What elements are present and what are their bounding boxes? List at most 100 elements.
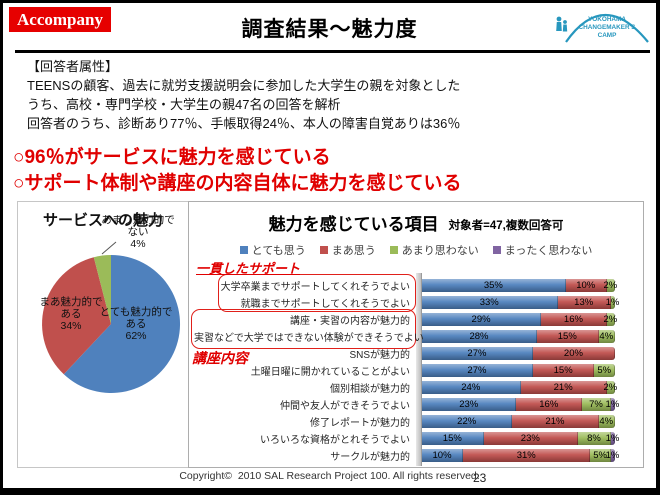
pie-chart: とても魅力的で ある 62% まあ魅力的で ある 34% あまり魅力的で ない 4% サービスへ… [17,201,189,468]
bar-category-label: いろいろな資格がとれそうでよい [260,435,410,446]
copyright-text: Copyright© 2010 SAL Research Project 100… [179,470,480,482]
bar-value-label: 16% [563,314,583,325]
legend-item: とても思う [239,242,306,258]
bar-row: SNSが魅力的 27% 20% [194,345,638,362]
bar-value-label: 5% [593,450,607,461]
bar-track: 29% 16% 2% [422,313,618,326]
bridge-arc-icon [565,14,649,43]
changemakers-camp-logo: YOKOHAMA CHANGEMAKER'S CAMP [552,4,652,48]
bar-value-label: 31% [516,450,536,461]
pie-leader-line [101,241,117,255]
bar-segment-strongly-agree: 28% [422,330,537,343]
bar-row: サークルが魅力的 10% 31% 5% 1% [194,447,638,464]
pie-slice-label: まあ魅力的で ある 34% [39,296,103,332]
bar-row: 仲間や友人ができそうでよい 23% 16% 7% 1% [194,396,638,413]
legend-item: まったく思わない [492,242,592,258]
camp-logo-graphic: YOKOHAMA CHANGEMAKER'S CAMP [556,14,649,43]
bar-value-label: 10% [432,450,452,461]
bar-segment-strongly-agree: 15% [422,432,484,445]
bar-category-label: 個別相談が魅力的 [330,384,410,395]
bar-segment-not-really: 5% [590,449,611,462]
bar-segment-not-really: 7% [582,398,611,411]
bar-segment-strongly-agree: 23% [422,398,517,411]
bar-value-label: 15% [553,365,573,376]
bar-row: 個別相談が魅力的 24% 21% 2% [194,379,638,396]
bar-row: 大学卒業までサポートしてくれそうでよい 35% 10% 2% [194,277,638,294]
bar-category-label: 講座・実習の内容が魅力的 [290,316,410,327]
bar-segment-somewhat-agree: 10% [565,279,607,292]
bar-value-label: 8% [587,433,601,444]
legend-item: あまり思わない [389,242,479,258]
pie-slice-2 [93,255,111,324]
key-findings: ○96％がサービスに魅力を感じている ○サポート体制や講座の内容自体に魅力を感じ… [13,145,461,197]
attributes-line: TEENSの顧客、過去に就労支援説明会に参加した大学生の親を対象とした [27,78,461,93]
bar-category-label: 修了レポートが魅力的 [310,418,410,429]
bar-segment-not-really: 1% [606,296,619,309]
bar-value-label: 1% [605,297,620,308]
bar-segment-strongly-agree: 24% [422,381,521,394]
bar-segment-not-at-all: 1% [606,432,619,445]
bar-track: 22% 21% 4% [422,415,615,428]
annotation-consistent-support: 一貫したサポート [196,261,301,276]
bar-value-label: 7% [589,399,603,410]
bar-category-label: サークルが魅力的 [330,452,410,463]
bar-segment-strongly-agree: 22% [422,415,513,428]
bar-segment-not-at-all: 1% [606,398,619,411]
bar-track: 27% 15% 5% [422,364,615,377]
bar-value-label: 1% [605,433,620,444]
bar-chart-header: 魅力を感じている項目 対象者=47,複数回答可 [189,210,643,235]
bar-segment-not-really: 4% [598,330,615,343]
brand-name: Accompany [17,9,103,29]
bar-segment-not-really: 5% [594,364,615,377]
people-icon [556,16,568,32]
bar-segment-strongly-agree: 29% [422,313,542,326]
bar-value-label: 4% [599,331,614,342]
footer: Copyright© 2010 SAL Research Project 100… [3,470,656,488]
bar-track: 35% 10% 2% [422,279,617,292]
bar-segment-not-really: 2% [603,313,618,326]
bar-value-label: 23% [520,433,540,444]
pie-chart-title: サービスへの魅力 [42,212,163,229]
bar-segment-not-at-all: 1% [606,449,619,462]
pie-slice-label: あまり魅力的で ない 4% [101,214,175,250]
bar-row: 修了レポートが魅力的 22% 21% 4% [194,413,638,430]
bar-value-label: 24% [461,382,481,393]
logo-text-line1: YOKOHAMA [588,16,626,23]
bar-row: 講座・実習の内容が魅力的 29% 16% 2% [194,311,638,328]
bar-value-label: 21% [545,416,565,427]
header-divider [15,50,650,53]
bar-value-label: 33% [479,297,499,308]
bar-category-label: 就職までサポートしてくれそうでよい [240,299,410,310]
legend-label: とても思う [251,245,306,257]
bar-value-label: 16% [539,399,559,410]
bar-value-label: 29% [471,314,491,325]
bar-category-label: 実習などで大学ではできない体験ができそうでよい [194,333,424,344]
bar-value-label: 5% [597,365,612,376]
bar-chart-title: 魅力を感じている項目 [268,215,439,234]
finding-line: ○サポート体制や講座の内容自体に魅力を感じている [13,173,462,194]
course-highlight-frame [191,309,416,349]
bar-value-label: 4% [599,416,614,427]
bar-track: 28% 15% 4% [422,330,615,343]
legend-label: まあ思う [331,245,376,257]
bar-track: 27% 20% [422,347,615,360]
support-highlight-frame [218,274,416,312]
slide: Accompany 調査結果〜魅力度 YOKOHAMA CHANGEMAKER'… [3,3,656,488]
bar-value-label: 2% [603,314,618,325]
logo-text-line3: CAMP [598,32,618,39]
bar-row: いろいろな資格がとれそうでよい 15% 23% 8% 1% [194,430,638,447]
bar-track: 24% 21% 2% [422,381,618,394]
bar-category-label: 大学卒業までサポートしてくれそうでよい [220,282,410,293]
legend-item: まあ思う [319,242,376,258]
bar-value-label: 21% [553,382,573,393]
attributes-line: うち、高校・専門学校・大学生の親47名の回答を解析 [27,97,341,112]
bar-value-label: 2% [603,382,618,393]
bar-segment-strongly-agree: 27% [422,347,533,360]
bar-rows: 大学卒業までサポートしてくれそうでよい 35% 10% 2% 就職までサポートしてくれそ… [191,273,638,466]
bar-segment-strongly-agree: 33% [422,296,558,309]
bar-category-label: 仲間や友人ができそうでよい [280,401,410,412]
bar-value-label: 27% [467,348,487,359]
bar-segment-strongly-agree: 35% [422,279,566,292]
bar-category-label: 土曜日曜に開かれていることがよい [250,367,410,378]
bar-track: 15% 23% 8% 1% [422,432,619,445]
